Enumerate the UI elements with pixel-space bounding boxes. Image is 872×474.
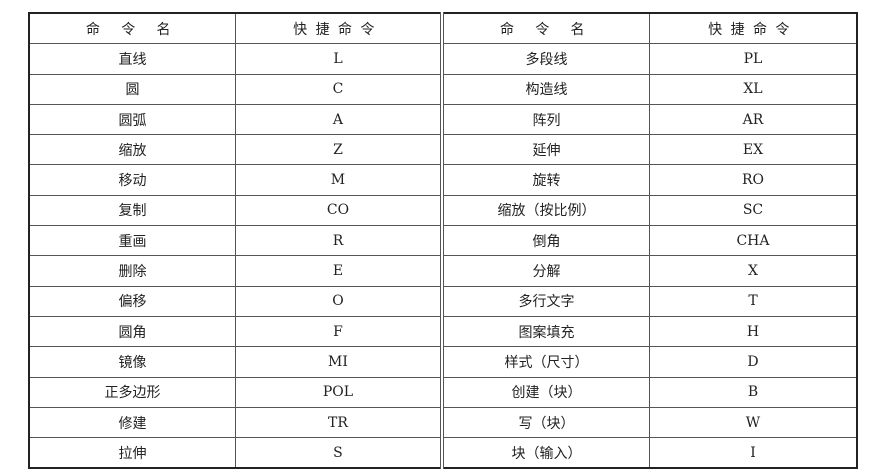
shortcut-cell: SC (648, 194, 858, 227)
table-row: 拉伸 S 块（输入） I (28, 437, 858, 469)
shortcut-cell: W (648, 406, 858, 439)
command-name-cell: 修建 (28, 406, 236, 439)
command-name-cell: 构造线 (441, 73, 650, 105)
header-command-name: 命 令 名 (441, 12, 650, 45)
shortcut-cell: M (234, 164, 444, 196)
command-name-cell: 旋转 (441, 164, 650, 196)
shortcut-cell: POL (234, 376, 444, 408)
command-name-cell: 延伸 (441, 134, 650, 166)
table-row: 移动 M 旋转 RO (28, 164, 858, 196)
command-name-cell: 缩放（按比例） (441, 194, 650, 227)
command-name-cell: 重画 (28, 225, 236, 257)
command-name-cell: 缩放 (28, 134, 236, 166)
shortcut-cell: B (648, 376, 858, 408)
shortcut-cell: L (234, 43, 444, 75)
command-name-cell: 移动 (28, 164, 236, 196)
shortcut-cell: F (234, 315, 444, 348)
table-row: 直线 L 多段线 PL (28, 43, 858, 75)
command-name-cell: 拉伸 (28, 437, 236, 469)
table-row: 复制 CO 缩放（按比例） SC (28, 194, 858, 227)
table-row: 重画 R 倒角 CHA (28, 225, 858, 257)
shortcut-cell: A (234, 103, 444, 136)
shortcut-cell: I (648, 437, 858, 469)
table-row: 修建 TR 写（块） W (28, 406, 858, 439)
shortcut-cell: T (648, 285, 858, 317)
shortcut-cell: RO (648, 164, 858, 196)
command-name-cell: 倒角 (441, 225, 650, 257)
table-row: 正多边形 POL 创建（块） B (28, 376, 858, 408)
table-row: 圆 C 构造线 XL (28, 73, 858, 105)
command-name-cell: 圆角 (28, 315, 236, 348)
command-name-cell: 块（输入） (441, 437, 650, 469)
command-name-cell: 正多边形 (28, 376, 236, 408)
shortcut-cell: O (234, 285, 444, 317)
table-row: 圆角 F 图案填充 H (28, 315, 858, 348)
command-name-cell: 偏移 (28, 285, 236, 317)
command-name-cell: 多段线 (441, 43, 650, 75)
header-command-name: 命 令 名 (28, 12, 236, 45)
header-row: 命 令 名 快捷命令 命 令 名 快捷命令 (28, 12, 858, 45)
shortcut-cell: EX (648, 134, 858, 166)
header-shortcut: 快捷命令 (648, 12, 858, 45)
shortcut-cell: E (234, 255, 444, 287)
command-name-cell: 阵列 (441, 103, 650, 136)
command-name-cell: 创建（块） (441, 376, 650, 408)
command-name-cell: 多行文字 (441, 285, 650, 317)
table-row: 缩放 Z 延伸 EX (28, 134, 858, 166)
table-row: 圆弧 A 阵列 AR (28, 103, 858, 136)
command-name-cell: 直线 (28, 43, 236, 75)
shortcut-cell: C (234, 73, 444, 105)
command-name-cell: 分解 (441, 255, 650, 287)
table-row: 偏移 O 多行文字 T (28, 285, 858, 317)
command-name-cell: 样式（尺寸） (441, 346, 650, 378)
command-name-cell: 复制 (28, 194, 236, 227)
command-name-cell: 圆弧 (28, 103, 236, 136)
header-shortcut: 快捷命令 (234, 12, 444, 45)
command-name-cell: 圆 (28, 73, 236, 105)
shortcut-cell: CHA (648, 225, 858, 257)
table-row: 删除 E 分解 X (28, 255, 858, 287)
shortcut-cell: D (648, 346, 858, 378)
shortcut-cell: XL (648, 73, 858, 105)
command-name-cell: 写（块） (441, 406, 650, 439)
shortcut-cell: Z (234, 134, 444, 166)
command-name-cell: 图案填充 (441, 315, 650, 348)
shortcut-cell: R (234, 225, 444, 257)
shortcut-cell: H (648, 315, 858, 348)
shortcut-cell: AR (648, 103, 858, 136)
shortcut-cell: TR (234, 406, 444, 439)
shortcut-cell: PL (648, 43, 858, 75)
shortcut-cell: MI (234, 346, 444, 378)
table-row: 镜像 MI 样式（尺寸） D (28, 346, 858, 378)
shortcut-cell: CO (234, 194, 444, 227)
command-name-cell: 删除 (28, 255, 236, 287)
shortcut-cell: S (234, 437, 444, 469)
command-name-cell: 镜像 (28, 346, 236, 378)
command-shortcut-table: 命 令 名 快捷命令 命 令 名 快捷命令 直线 L 多段线 PL 圆 C 构造线 XL 圆弧 A… (28, 12, 858, 470)
shortcut-cell: X (648, 255, 858, 287)
